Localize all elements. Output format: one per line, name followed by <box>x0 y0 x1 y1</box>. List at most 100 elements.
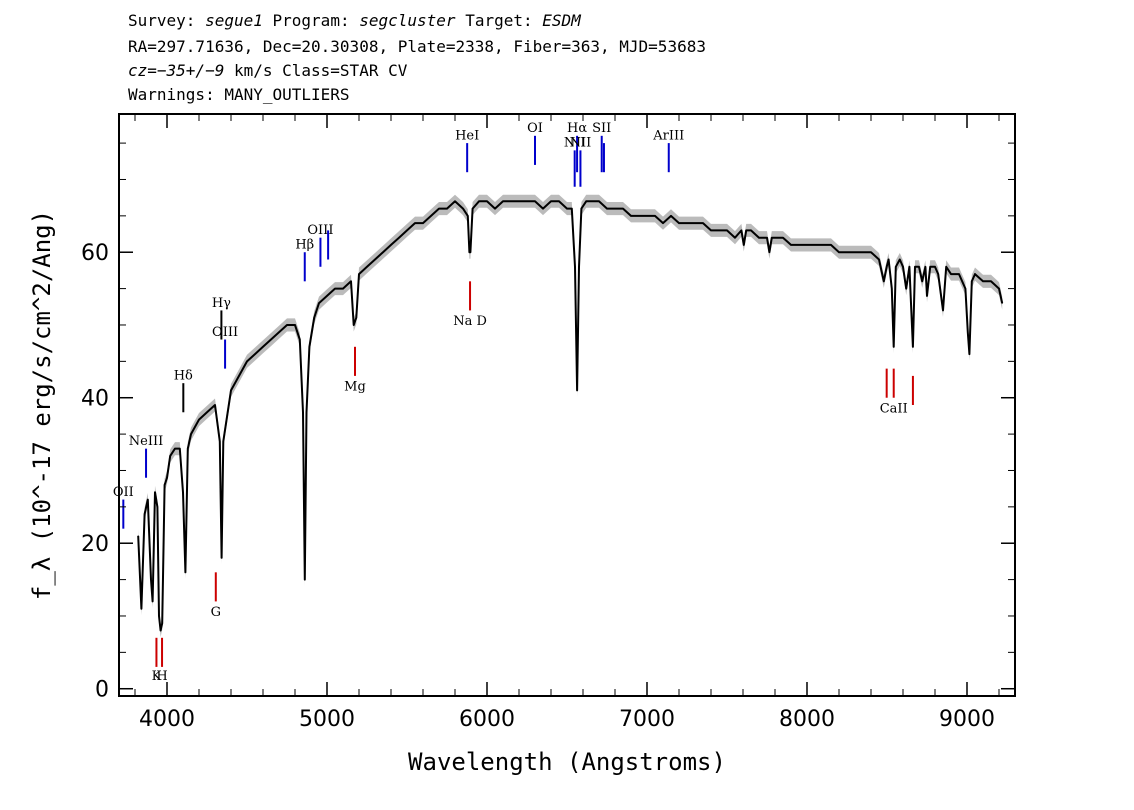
emission-line-label: OII <box>113 485 134 500</box>
spectrum-point <box>899 258 901 261</box>
spectrum-point <box>355 317 357 319</box>
spectrum-point <box>353 324 355 326</box>
spectrum-point <box>914 266 916 268</box>
spectrum-point <box>502 200 504 202</box>
spectrum-point <box>912 346 914 348</box>
spectrum-point <box>740 229 743 231</box>
spectrum-point <box>964 288 967 290</box>
spectrum-point <box>694 222 696 224</box>
absorption-line-label: Na D <box>453 314 487 329</box>
y-tick-label: 40 <box>81 387 109 412</box>
emission-line-label: OIII <box>307 223 333 238</box>
x-tick-label: 5000 <box>299 707 355 732</box>
header-line-2: RA=297.71636, Dec=20.30308, Plate=2338, … <box>128 37 706 56</box>
spectrum-point <box>144 513 146 515</box>
spectrum-point <box>254 353 256 355</box>
emission-line-label: OI <box>527 121 543 136</box>
spectrum-point <box>878 258 880 261</box>
spectrum-point <box>743 244 745 246</box>
emission-line-label: ArIII <box>652 128 684 143</box>
spectrum-point <box>766 237 768 239</box>
spectrum-point <box>710 229 712 231</box>
spectrum-point <box>578 266 580 268</box>
spectrum-point <box>334 288 336 290</box>
spectrum-point <box>160 629 162 632</box>
spectrum-point <box>990 280 992 282</box>
error-band-layer <box>138 194 1003 638</box>
spectrum-point <box>302 411 304 413</box>
spectrum-point <box>745 229 747 231</box>
spectrum-point <box>734 237 736 239</box>
plot-frame <box>118 113 1016 697</box>
y-axis-title: f_λ (10^-17 erg/s/cm^2/Ang) <box>28 210 56 600</box>
survey-label: Survey: <box>128 11 196 30</box>
spectrum-point <box>566 208 568 210</box>
spectrum-point <box>390 244 392 246</box>
emission-line-label: SII <box>592 121 611 136</box>
spectrum-point <box>974 273 976 275</box>
spectrum-point <box>219 440 221 442</box>
spectrum-point <box>190 433 192 435</box>
spectrum-point <box>398 237 400 239</box>
spectrum-point <box>342 288 344 290</box>
absorption-line-label: CaII <box>880 401 908 416</box>
spectrum-point <box>187 448 189 450</box>
emission-line-label: NII <box>570 136 592 151</box>
spectrum-point <box>937 273 939 275</box>
spectrum-point <box>137 535 139 537</box>
program-value: segcluster <box>359 11 456 30</box>
spectrum-point <box>782 237 784 239</box>
spectrum-point <box>585 200 587 202</box>
spectrum-point <box>862 251 864 253</box>
spectrum-point <box>221 557 223 559</box>
spectrum-point <box>967 331 969 333</box>
spectrum-line <box>137 200 1004 632</box>
spectrum-point <box>152 600 154 603</box>
spectrum-point <box>230 389 232 391</box>
survey-value: segue1 <box>205 11 263 30</box>
spectrum-point <box>606 208 608 210</box>
spectrum-point <box>614 208 616 210</box>
spectrum-series-layer <box>137 200 1004 632</box>
spectrum-point <box>198 419 200 421</box>
spectrum-point <box>830 244 832 246</box>
spectrum-point <box>968 353 971 355</box>
spectrum-point <box>822 244 824 246</box>
redshift-value: cz=−35+/−9 <box>128 61 225 80</box>
spectrum-point <box>662 222 664 224</box>
axis-ticks-layer: 4000 5000 6000 7000 8000 9000 0 20 40 60 <box>81 114 1015 732</box>
spectrum-point <box>472 208 474 210</box>
spectrum-point <box>883 280 885 282</box>
target-label: Target: <box>465 11 533 30</box>
spectrum-point <box>929 266 931 268</box>
x-tick-label: 4000 <box>139 707 195 732</box>
spectrum-point <box>926 295 928 297</box>
spectrum-point <box>806 244 808 246</box>
emission-line-label: NII <box>564 136 586 151</box>
header-line-3: cz=−35+/−9 km/s Class=STAR CV <box>128 60 407 82</box>
spectrum-point <box>158 615 160 617</box>
spectrum-point <box>305 411 308 413</box>
spectrum-point <box>622 208 624 210</box>
spectrum-point <box>654 215 656 217</box>
spectrum-point <box>670 215 672 217</box>
spectrum-point <box>179 448 181 450</box>
spectrum-point <box>313 317 315 319</box>
spectrum-point <box>774 237 776 239</box>
spectrum-point <box>1001 302 1003 304</box>
spectrum-point <box>888 258 890 261</box>
absorption-line-label: Mg <box>344 379 366 394</box>
target-value: ESDM <box>542 11 581 30</box>
spectrum-point <box>950 273 952 275</box>
spectrum-point <box>374 258 376 261</box>
spectrum-point <box>891 288 893 290</box>
spectrum-point <box>945 266 947 268</box>
spectrum-point <box>518 200 520 202</box>
spectrum-point <box>286 324 288 326</box>
spectrum-point <box>430 215 432 217</box>
spectrum-point <box>140 608 142 610</box>
spectrum-point <box>478 200 480 202</box>
x-axis-title: Wavelength (Angstroms) <box>408 748 726 776</box>
error-band <box>138 194 1003 638</box>
